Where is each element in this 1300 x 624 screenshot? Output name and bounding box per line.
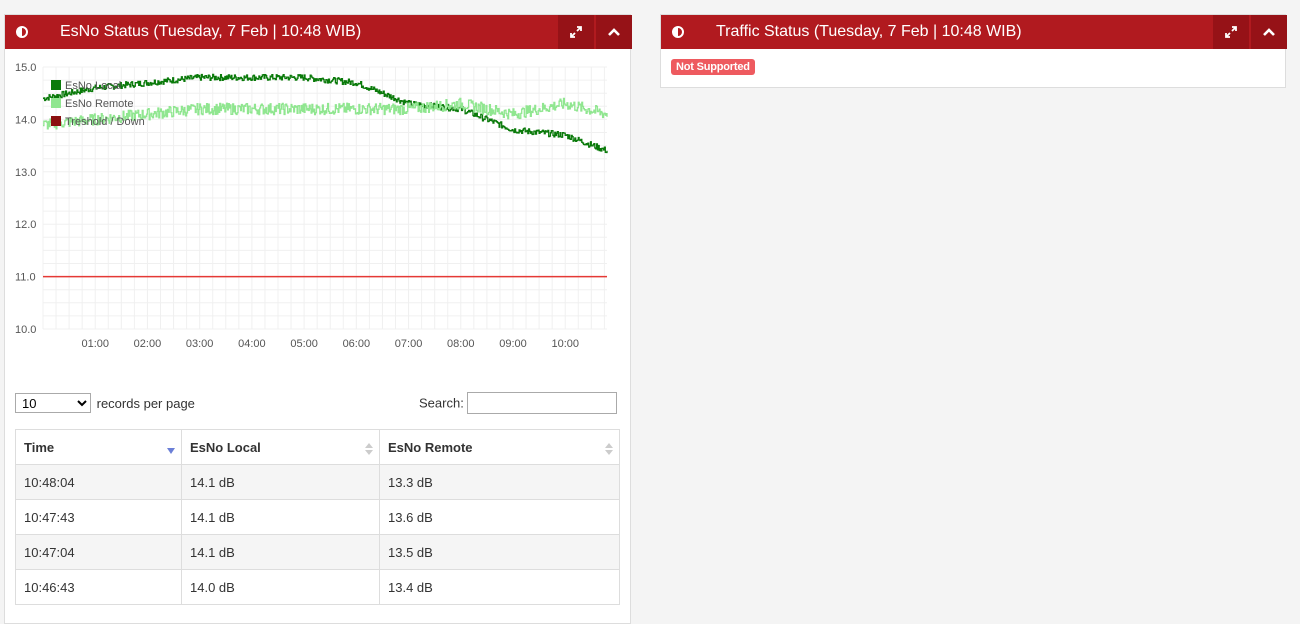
series-line-esno-local	[43, 97, 608, 130]
cell-esno-local: 14.1 dB	[181, 464, 380, 500]
x-tick-label: 05:00	[290, 338, 318, 350]
x-tick-label: 04:00	[238, 338, 266, 350]
sort-both-icon	[365, 443, 373, 455]
not-supported-badge: Not Supported	[671, 59, 755, 75]
legend-swatch	[51, 98, 61, 108]
column-header-label: Time	[24, 439, 55, 455]
cell-esno-remote: 13.5 dB	[379, 534, 620, 570]
esno-chart: 15.0 14.0 13.0 12.0 11.0 10.0 01:00 02:00 03:00 0…	[15, 62, 608, 350]
y-tick-label: 15.0	[15, 62, 36, 74]
y-tick-label: 11.0	[15, 272, 36, 284]
table-row: 10:46:43 14.0 dB 13.4 dB	[15, 569, 620, 605]
series-line-esno-remote	[43, 73, 608, 154]
cell-esno-remote: 13.3 dB	[379, 464, 620, 500]
chevron-up-icon	[1263, 28, 1275, 36]
x-tick-label: 08:00	[447, 338, 475, 350]
expand-button[interactable]	[558, 15, 594, 49]
column-header-esno-remote[interactable]: EsNo Remote	[379, 429, 620, 465]
legend-label: EsNo Remote	[65, 98, 133, 110]
y-tick-label: 12.0	[15, 219, 36, 231]
chevron-up-icon	[608, 28, 620, 36]
esno-panel-title: EsNo Status (Tuesday, 7 Feb | 10:48 WIB)	[60, 23, 362, 40]
cell-esno-remote: 13.6 dB	[379, 499, 620, 535]
half-circle-icon	[661, 15, 695, 49]
y-tick-label: 14.0	[15, 114, 36, 126]
sort-desc-icon	[167, 448, 175, 454]
collapse-button[interactable]	[1251, 15, 1287, 49]
cell-time: 10:47:04	[15, 534, 182, 570]
search-label: Search:	[419, 395, 464, 411]
expand-icon	[1225, 26, 1237, 38]
cell-time: 10:47:43	[15, 499, 182, 535]
half-circle-icon	[5, 15, 39, 49]
legend-swatch	[51, 116, 61, 126]
esno-status-panel: EsNo Status (Tuesday, 7 Feb | 10:48 WIB)…	[4, 14, 632, 624]
cell-esno-local: 14.1 dB	[181, 534, 380, 570]
records-per-page-label: records per page	[96, 395, 195, 411]
x-tick-label: 03:00	[186, 338, 214, 350]
traffic-panel-header: Traffic Status (Tuesday, 7 Feb | 10:48 W…	[661, 15, 1287, 49]
legend-label: EsNo Local	[65, 80, 121, 92]
search-control: Search:	[419, 392, 618, 414]
x-tick-label: 10:00	[551, 338, 579, 350]
traffic-status-panel: Traffic Status (Tuesday, 7 Feb | 10:48 W…	[660, 14, 1287, 88]
y-tick-label: 13.0	[15, 167, 36, 179]
column-header-esno-local[interactable]: EsNo Local	[181, 429, 380, 465]
column-header-label: EsNo Local	[190, 439, 261, 455]
cell-esno-local: 14.1 dB	[181, 499, 380, 535]
sort-both-icon	[605, 443, 613, 455]
legend-swatch	[51, 80, 61, 90]
records-per-page-control: 10 records per page	[15, 393, 195, 413]
x-tick-label: 02:00	[134, 338, 162, 350]
esno-table: Time EsNo Local EsNo Remote	[15, 429, 620, 605]
column-header-label: EsNo Remote	[388, 439, 473, 455]
x-tick-label: 07:00	[395, 338, 423, 350]
cell-esno-remote: 13.4 dB	[379, 569, 620, 605]
cell-time: 10:46:43	[15, 569, 182, 605]
table-row: 10:48:04 14.1 dB 13.3 dB	[15, 464, 620, 500]
records-per-page-select[interactable]: 10	[15, 393, 91, 413]
x-tick-label: 06:00	[343, 338, 371, 350]
cell-esno-local: 14.0 dB	[181, 569, 380, 605]
expand-button[interactable]	[1213, 15, 1249, 49]
expand-icon	[570, 26, 582, 38]
collapse-button[interactable]	[596, 15, 632, 49]
x-tick-label: 01:00	[81, 338, 109, 350]
legend-label: Treshold / Down	[65, 116, 145, 128]
esno-panel-header: EsNo Status (Tuesday, 7 Feb | 10:48 WIB)	[5, 15, 632, 49]
traffic-panel-title: Traffic Status (Tuesday, 7 Feb | 10:48 W…	[716, 23, 1022, 40]
table-row: 10:47:04 14.1 dB 13.5 dB	[15, 534, 620, 570]
column-header-time[interactable]: Time	[15, 429, 182, 465]
table-row: 10:47:43 14.1 dB 13.6 dB	[15, 499, 620, 535]
cell-time: 10:48:04	[15, 464, 182, 500]
search-input[interactable]	[467, 392, 618, 414]
table-header-row: Time EsNo Local EsNo Remote	[15, 429, 620, 465]
x-tick-label: 09:00	[499, 338, 527, 350]
y-tick-label: 10.0	[15, 324, 36, 336]
